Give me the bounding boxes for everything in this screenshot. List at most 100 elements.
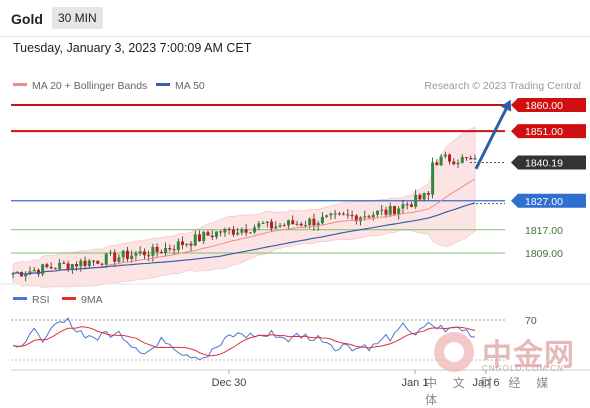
moving-averages	[12, 178, 476, 275]
candle-body-28	[130, 255, 134, 259]
candle-body-60	[265, 221, 269, 224]
candle-body-54	[240, 229, 244, 233]
candle-body-94	[409, 204, 413, 207]
candle-body-98	[426, 192, 430, 195]
watermark-en: CNGOLD.COM.CN	[482, 364, 564, 373]
candle-body-32	[147, 255, 151, 257]
candle-body-0	[11, 273, 15, 275]
candle-body-69	[303, 225, 307, 227]
candle-body-7	[41, 264, 45, 275]
candle-body-79	[346, 214, 350, 216]
candle-body-15	[75, 264, 79, 267]
candle-body-40	[181, 241, 185, 246]
rsi-legend-swatch	[13, 297, 27, 300]
level-label-5: 1809.00	[525, 248, 563, 260]
timeframe-badge[interactable]: 30 MIN	[52, 7, 103, 29]
candle-body-24	[113, 252, 117, 262]
watermark-cn: 中金网	[482, 338, 575, 373]
candle-body-9	[49, 266, 53, 269]
candle-body-18	[87, 260, 91, 266]
candle-body-34	[155, 246, 159, 252]
projection-arrow-line	[474, 104, 510, 170]
watermark-logo-icon	[434, 332, 474, 372]
candle-body-77	[337, 213, 341, 215]
candle-body-50	[223, 228, 227, 233]
candle-body-36	[164, 248, 168, 254]
candle-body-25	[117, 257, 121, 262]
rsi-legend-label: RSI	[32, 294, 50, 306]
candle-body-49	[219, 231, 223, 233]
candle-body-10	[53, 268, 57, 270]
candle-body-22	[104, 253, 108, 265]
rsi-tick-70: 70	[525, 315, 537, 327]
candle-body-6	[36, 269, 40, 275]
candle-body-33	[151, 246, 155, 256]
copyright-label: Research © 2023 Trading Central	[424, 80, 581, 92]
candle-body-102	[443, 154, 447, 157]
candle-body-72	[316, 223, 320, 226]
candle-body-105	[456, 162, 460, 165]
candle-body-4	[28, 271, 32, 275]
candle-body-21	[100, 263, 104, 265]
ma20-legend-label: MA 20 + Bollinger Bands	[32, 80, 147, 92]
candle-body-20	[96, 260, 100, 264]
rsi-line	[12, 317, 476, 361]
candle-body-19	[92, 260, 96, 262]
price-level-labels: 1860.00 1851.00 1840.19 1827.00 1817.00 1809.…	[511, 98, 586, 260]
candle-body-93	[405, 204, 409, 206]
level-label-box-2	[511, 155, 586, 170]
level-label-box-0	[511, 98, 586, 112]
candle-body-41	[185, 243, 189, 246]
candle-body-39	[176, 241, 180, 250]
candle-body-73	[320, 216, 324, 224]
chart-area: MA 20 + Bollinger Bands MA 50 Research ©…	[0, 70, 590, 400]
candle-body-67	[295, 223, 299, 225]
candle-body-53	[236, 232, 240, 235]
candle-body-27	[125, 250, 129, 259]
candle-body-99	[431, 162, 435, 195]
candle-body-14	[70, 264, 74, 270]
candle-body-71	[312, 218, 316, 226]
candle-body-48	[214, 231, 218, 238]
x-tick-label-0: Dec 30	[212, 377, 247, 389]
candle-body-86	[376, 210, 380, 215]
candle-body-76	[333, 213, 337, 215]
candle-body-91	[397, 208, 401, 215]
candle-body-26	[121, 250, 125, 258]
level-label-3: 1827.00	[525, 196, 563, 208]
candle-body-78	[342, 213, 346, 215]
bollinger-band-fill	[12, 126, 476, 289]
candlesticks	[11, 151, 477, 282]
candle-body-45	[202, 232, 206, 241]
candle-body-65	[287, 220, 291, 226]
ma50-legend-swatch	[156, 83, 170, 86]
candle-body-81	[354, 215, 358, 222]
candle-body-96	[418, 194, 422, 200]
rsi-panel: 70	[11, 315, 537, 361]
ma20-legend-swatch	[13, 83, 27, 86]
candle-body-38	[172, 249, 176, 251]
x-tick-label-2: Jan 6	[473, 377, 500, 389]
candle-body-89	[388, 206, 392, 215]
candle-body-61	[270, 221, 274, 229]
candle-body-90	[392, 206, 396, 215]
bollinger-bands	[12, 126, 476, 289]
candle-body-17	[83, 260, 87, 266]
candle-body-101	[439, 156, 443, 166]
candle-body-109	[473, 158, 477, 160]
level-label-box-1	[511, 124, 586, 139]
candle-body-23	[108, 252, 112, 254]
candle-body-84	[367, 216, 371, 218]
candle-body-30	[138, 251, 142, 254]
candle-body-95	[414, 194, 418, 207]
watermark-sub: 中 文 财 经 媒 体	[425, 376, 555, 407]
level-label-1: 1851.00	[525, 126, 563, 138]
candle-body-92	[401, 204, 405, 209]
candle-body-13	[66, 263, 70, 270]
candle-body-51	[227, 228, 231, 230]
candle-body-64	[282, 225, 286, 227]
candle-body-104	[452, 161, 456, 165]
candle-body-80	[350, 215, 354, 217]
candle-body-63	[278, 225, 282, 227]
candle-body-16	[79, 260, 83, 267]
